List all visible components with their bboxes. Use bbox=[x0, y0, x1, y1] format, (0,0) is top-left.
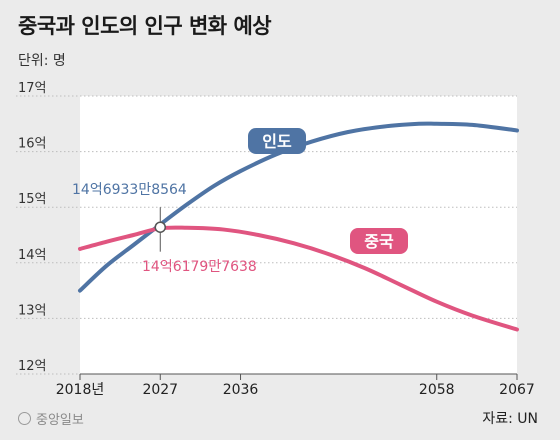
y-tick-label: 16억 bbox=[18, 137, 47, 152]
x-tick-label: 2036 bbox=[223, 382, 259, 398]
source-label: 자료: UN bbox=[482, 411, 538, 427]
india-badge-label: 인도 bbox=[262, 132, 292, 151]
unit-label: 단위: 명 bbox=[18, 53, 66, 69]
x-tick-label: 2018년 bbox=[56, 382, 105, 398]
india-series-line bbox=[78, 121, 519, 293]
india-badge bbox=[248, 128, 306, 154]
x-tick-label: 2027 bbox=[142, 382, 178, 398]
crossover-marker bbox=[154, 221, 167, 233]
china-crossover-label: 14억6179만7638 bbox=[142, 259, 257, 275]
y-tick-label: 12억 bbox=[18, 359, 47, 374]
joongang-logo-icon bbox=[18, 412, 31, 425]
publisher-credit: 중앙일보 bbox=[18, 409, 84, 428]
india-crossover-label: 14억6933만8564 bbox=[72, 182, 187, 198]
china-badge-label: 중국 bbox=[364, 232, 394, 251]
y-tick-label: 15억 bbox=[18, 192, 47, 207]
y-tick-label: 13억 bbox=[18, 303, 47, 318]
x-tick-label: 2058 bbox=[419, 382, 455, 398]
publisher-name: 중앙일보 bbox=[36, 413, 84, 428]
chart-title: 중국과 인도의 인구 변화 예상 bbox=[18, 14, 272, 38]
x-tick-label: 2067 bbox=[499, 382, 535, 398]
china-series-line bbox=[78, 225, 519, 332]
y-tick-label: 14억 bbox=[18, 248, 47, 263]
china-badge bbox=[350, 228, 408, 254]
y-tick-label: 17억 bbox=[18, 81, 47, 96]
